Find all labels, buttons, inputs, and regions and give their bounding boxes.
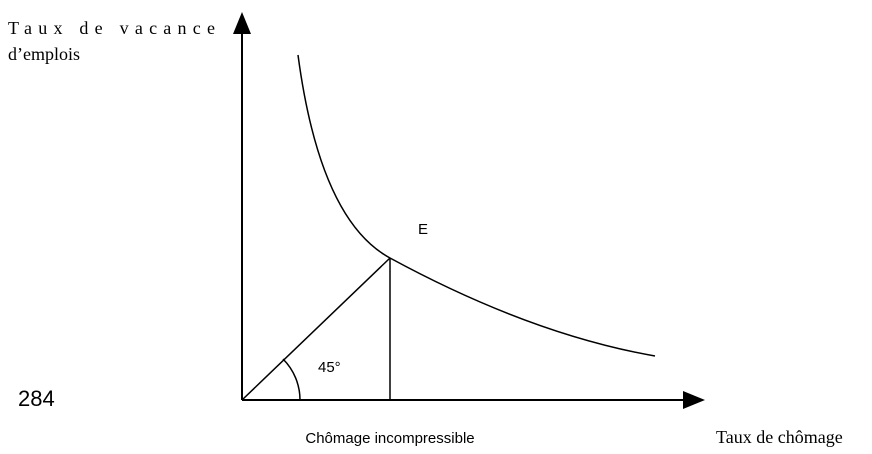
x-arrow [683, 391, 705, 409]
angle-arc [282, 358, 301, 401]
angle-label: 45° [318, 359, 341, 376]
y-axis-label: Taux de vacance [8, 18, 215, 38]
y-arrow [233, 12, 251, 34]
point-label: E [418, 221, 428, 238]
diagonal-line [241, 257, 391, 401]
x-marker-label: Chômage incompressible [305, 430, 474, 447]
y-axis-label: d’emplois [8, 44, 80, 64]
page-number: 284 [18, 386, 55, 411]
x-axis-label: Taux de chômage [716, 427, 843, 447]
